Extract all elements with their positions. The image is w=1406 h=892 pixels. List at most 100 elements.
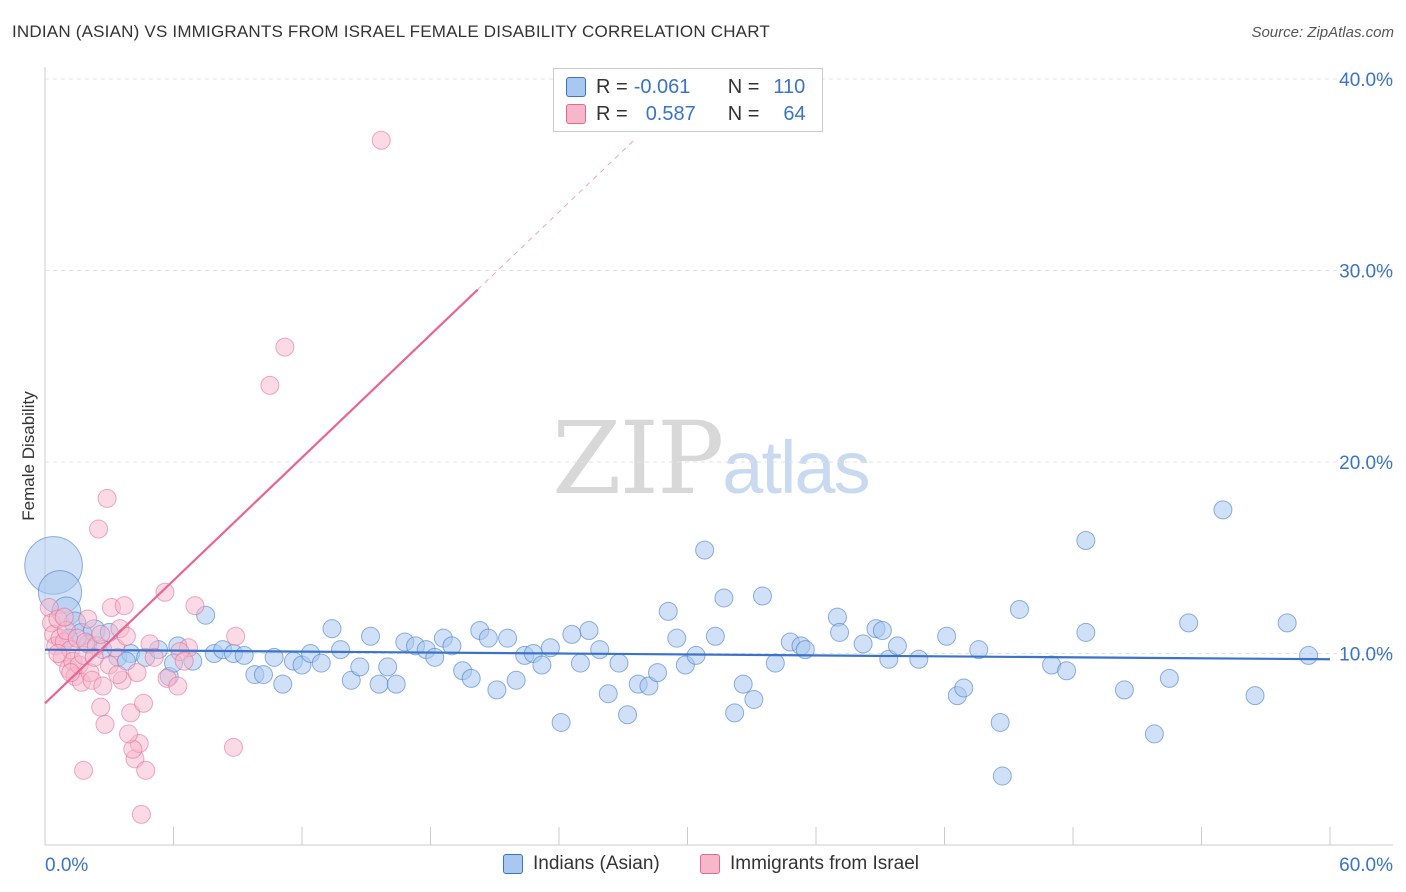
indians-point	[532, 655, 552, 675]
indians-point	[990, 712, 1010, 732]
indians-point	[879, 649, 899, 669]
indians-point	[658, 601, 678, 621]
indians-point	[264, 647, 284, 667]
israel-point	[226, 626, 246, 646]
israel-point	[136, 760, 156, 780]
indians-point	[954, 678, 974, 698]
israel-point	[127, 663, 147, 683]
indians-point	[639, 676, 659, 696]
indians-point	[461, 668, 481, 688]
chart-title: INDIAN (ASIAN) VS IMMIGRANTS FROM ISRAEL…	[12, 22, 770, 41]
indians-point	[562, 624, 582, 644]
stats-row-indians: R = -0.061 N = 110	[566, 74, 805, 100]
indians-point	[570, 653, 590, 673]
indians-swatch	[566, 77, 586, 97]
indians-point	[425, 647, 445, 667]
legend-item-indians: Indians (Asian)	[503, 851, 660, 877]
israel-point	[91, 624, 111, 644]
indians-point	[478, 628, 498, 648]
indians-point	[752, 586, 772, 606]
indians-point	[648, 663, 668, 683]
indians-point	[872, 621, 892, 641]
israel-point	[121, 703, 141, 723]
indians-point	[725, 703, 745, 723]
israel-point	[185, 596, 205, 616]
israel-point	[155, 582, 175, 602]
legend-israel-swatch	[700, 854, 720, 874]
israel-r-value: 0.587	[645, 102, 696, 125]
indians-point	[830, 622, 850, 642]
indians-point	[442, 636, 462, 656]
indians-point	[705, 626, 725, 646]
indians-point	[1245, 686, 1265, 706]
indians-point	[744, 689, 764, 709]
indians-point	[618, 705, 638, 725]
indians-point	[667, 628, 687, 648]
stats-row-israel: R = 0.587 N = 64	[566, 101, 806, 127]
source-credit: Source: ZipAtlas.com	[1251, 24, 1394, 41]
indians-point	[590, 640, 610, 660]
indians-point	[350, 657, 370, 677]
trend-layer	[44, 139, 1331, 705]
israel-point	[371, 130, 391, 150]
israel-point	[223, 737, 243, 757]
indians-point	[322, 619, 342, 639]
legend-indians-label: Indians (Asian)	[533, 853, 660, 874]
y-tick-label: 20.0%	[1339, 453, 1393, 474]
indians-point	[506, 670, 526, 690]
n-label: N =	[727, 102, 760, 125]
indians-point	[714, 588, 734, 608]
indians-point	[969, 640, 989, 660]
israel-point	[131, 804, 151, 824]
indians-point	[253, 665, 273, 685]
y-tick-label: 30.0%	[1339, 262, 1393, 283]
israel-point	[114, 596, 134, 616]
israel-point	[119, 724, 139, 744]
indians-point	[361, 626, 381, 646]
r-label: R =	[596, 102, 628, 125]
indians-point	[1179, 613, 1199, 633]
indians-point	[1213, 500, 1233, 520]
axis-layer	[44, 67, 1393, 846]
legend-indians-swatch	[503, 854, 523, 874]
n-label: N =	[727, 75, 760, 98]
indians-point	[609, 653, 629, 673]
israel-point	[168, 676, 188, 696]
indians-point	[1277, 613, 1297, 633]
indians-point	[551, 712, 571, 732]
y-axis-title: Female Disability	[19, 391, 38, 521]
indians-point	[234, 645, 254, 665]
indians-point	[369, 674, 389, 694]
label-layer: 10.0% 20.0% 30.0% 40.0% 0.0% 60.0% Female Disa…	[19, 70, 1393, 876]
y-tick-label: 40.0%	[1339, 70, 1393, 91]
israel-point	[89, 519, 109, 539]
israel-point	[275, 337, 295, 357]
stats-legend-box: R = -0.061 N = 110 R = 0.587 N = 64	[553, 68, 823, 132]
indians-point	[540, 638, 560, 658]
indians-point	[1076, 531, 1096, 551]
israel-point	[116, 626, 136, 646]
israel-point	[74, 760, 94, 780]
israel-point	[108, 665, 128, 685]
x-tick-label: 60.0%	[1339, 855, 1393, 876]
x-tick-label: 0.0%	[45, 855, 88, 876]
indians-point	[1159, 668, 1179, 688]
israel-point	[134, 693, 154, 713]
indians-trend-line	[44, 648, 1331, 661]
indians-point	[579, 621, 599, 641]
indians-point	[498, 628, 518, 648]
indians-point	[341, 670, 361, 690]
indians-r-value: -0.061	[633, 75, 691, 98]
israel-trend-extension	[477, 139, 635, 291]
israel-point	[78, 609, 98, 629]
indians-point	[937, 626, 957, 646]
israel-point	[95, 714, 115, 734]
indians-point	[765, 653, 785, 673]
israel-point	[144, 647, 164, 667]
israel-point	[61, 663, 81, 683]
indians-point	[909, 649, 929, 669]
israel-trend-line	[44, 288, 479, 705]
israel-point	[91, 697, 111, 717]
indians-point	[1009, 599, 1029, 619]
